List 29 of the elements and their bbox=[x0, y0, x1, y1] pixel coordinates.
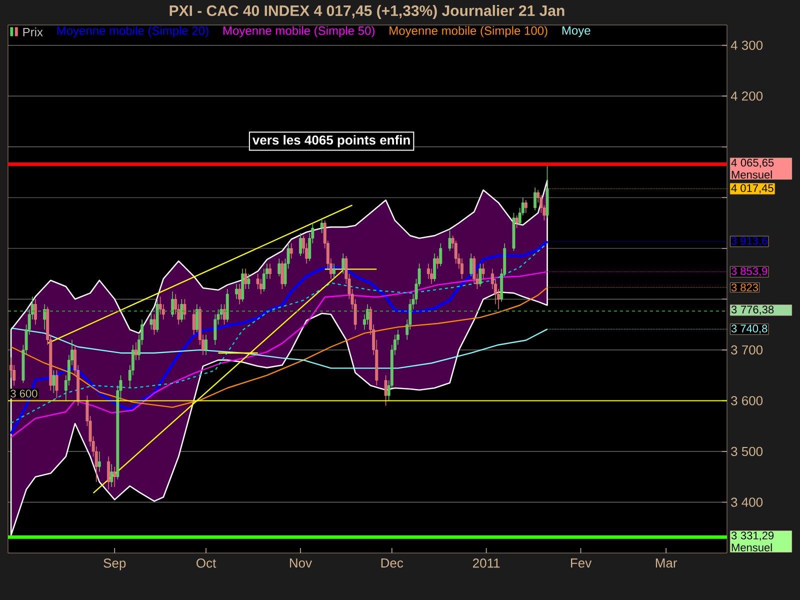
y-tick-label: 3 400 bbox=[731, 498, 763, 507]
x-tick-label: Dec bbox=[381, 558, 404, 568]
y-tick-label: 4 300 bbox=[730, 40, 763, 50]
annotation: 3 823 bbox=[731, 284, 758, 292]
chart-title: PXI - CAC 40 INDEX 4 017,45 (+1,33%) Journalier 21 Jan bbox=[170, 5, 564, 19]
text: Moyenne mobile (Simple 50) bbox=[224, 26, 374, 38]
y-tick-label: 3 600 bbox=[731, 396, 763, 406]
x-tick-label: Fev bbox=[571, 558, 592, 568]
y-tick-label: 4 200 bbox=[730, 91, 763, 101]
legend-label: Prix bbox=[23, 28, 43, 36]
x-tick-label: 2011 bbox=[473, 558, 500, 568]
annotation: 3 853,9 bbox=[731, 267, 768, 276]
text: Moyenne mobile (Simple 100) bbox=[390, 26, 548, 38]
y-tick-label: 3 700 bbox=[731, 345, 763, 355]
y-tick-label: 3 500 bbox=[731, 446, 763, 456]
annotation: vers les 4065 points enfin bbox=[252, 135, 410, 148]
annotation: 3 913,6 bbox=[731, 236, 768, 246]
ref-line-label: 3 331,29 Mensuel bbox=[731, 532, 774, 552]
x-tick-label: Oct bbox=[196, 558, 216, 568]
x-tick-label: Nov bbox=[290, 558, 312, 568]
ref-line-label: 4 065,65 Mensuel bbox=[731, 158, 774, 179]
annotation: 4 017,45 bbox=[731, 184, 774, 194]
ref-line-label: 3 776,38 bbox=[731, 306, 774, 315]
x-tick-label: Mar bbox=[656, 558, 678, 568]
text: Moyenne mobile (Simple 20) bbox=[57, 26, 208, 38]
x-tick-label: Sep bbox=[104, 558, 126, 570]
text: Moye bbox=[562, 26, 590, 38]
annotation: 3 740,8 bbox=[731, 324, 768, 334]
ref-line-label: 3 600 bbox=[10, 390, 38, 398]
